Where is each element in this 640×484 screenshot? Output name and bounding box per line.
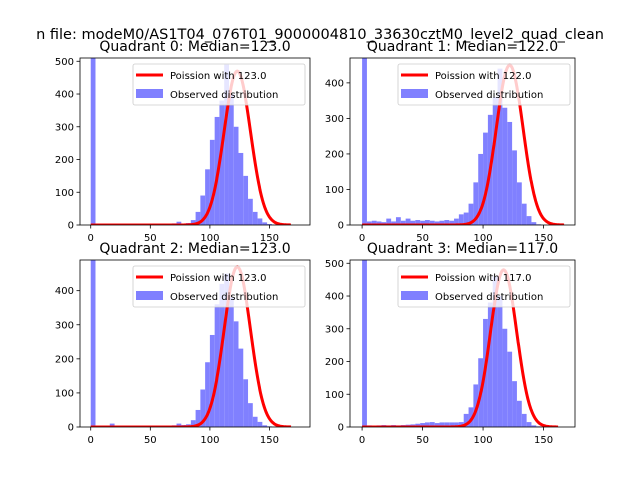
- histogram-bar: [507, 122, 512, 225]
- y-tick-label: 200: [325, 357, 344, 368]
- y-tick-label: 400: [55, 90, 74, 101]
- legend-label-observed: Observed distribution: [170, 90, 278, 101]
- x-tick-label: 100: [474, 435, 493, 446]
- y-tick-label: 300: [325, 324, 344, 335]
- legend-label-poisson: Poission with 122.0: [435, 71, 531, 82]
- y-tick-label: 200: [55, 155, 74, 166]
- x-tick-label: 0: [359, 435, 365, 446]
- legend-bar-swatch: [136, 89, 163, 98]
- histogram-bar: [253, 212, 258, 225]
- x-tick-label: 0: [88, 233, 94, 244]
- histogram-bar: [238, 349, 243, 427]
- histogram-bar: [258, 422, 263, 427]
- histogram-bar: [229, 297, 234, 427]
- legend: Poission with 117.0 Observed distribution: [398, 266, 570, 307]
- y-tick-label: 400: [325, 292, 344, 303]
- y-tick-label: 100: [325, 185, 344, 196]
- subplot-title: Quadrant 2: Median=123.0: [99, 241, 290, 257]
- y-tick-label: 300: [55, 122, 74, 133]
- y-tick-label: 500: [55, 57, 74, 68]
- y-tick-label: 0: [68, 221, 74, 232]
- legend: Poission with 122.0 Observed distribution: [398, 64, 570, 105]
- y-tick-label: 200: [325, 149, 344, 160]
- histogram-bar: [507, 352, 512, 427]
- legend-label-poisson: Poission with 117.0: [435, 273, 531, 284]
- x-tick-label: 150: [260, 435, 279, 446]
- legend: Poission with 123.0 Observed distribution: [133, 266, 305, 307]
- histogram-bar: [243, 379, 248, 427]
- histogram-bar: [210, 335, 215, 427]
- y-tick-label: 0: [338, 423, 344, 434]
- subplot-title: Quadrant 1: Median=122.0: [367, 39, 558, 55]
- histogram-bar: [243, 176, 248, 225]
- histogram-bar: [512, 150, 517, 225]
- histogram-bar: [522, 204, 527, 225]
- histogram-bar: [210, 140, 215, 225]
- histogram-bar: [238, 153, 243, 225]
- histogram-bar: [512, 381, 517, 427]
- y-tick-label: 500: [325, 259, 344, 270]
- x-tick-label: 150: [534, 435, 553, 446]
- histogram-bar: [502, 108, 507, 225]
- y-tick-label: 300: [325, 114, 344, 125]
- histogram-bar: [258, 218, 263, 225]
- subplot-title: Quadrant 3: Median=117.0: [367, 241, 558, 257]
- subplot-title: Quadrant 0: Median=123.0: [99, 39, 290, 55]
- y-tick-label: 400: [55, 286, 74, 297]
- x-tick-label: 100: [200, 435, 219, 446]
- y-tick-label: 400: [325, 78, 344, 89]
- legend-label-poisson: Poission with 123.0: [170, 71, 266, 82]
- histogram-bar: [527, 216, 532, 225]
- y-tick-label: 0: [68, 423, 74, 434]
- legend-bar-swatch: [401, 291, 428, 300]
- histogram-bar: [502, 329, 507, 427]
- histogram-bar: [229, 94, 234, 225]
- histogram-bar: [253, 417, 258, 427]
- legend-label-observed: Observed distribution: [435, 90, 543, 101]
- y-tick-label: 100: [55, 388, 74, 399]
- histogram-bar: [527, 422, 532, 427]
- x-tick-label: 0: [359, 233, 365, 244]
- x-tick-label: 50: [144, 435, 157, 446]
- legend-label-observed: Observed distribution: [435, 292, 543, 303]
- legend-bar-swatch: [136, 291, 163, 300]
- legend: Poission with 123.0 Observed distribution: [133, 64, 305, 105]
- y-tick-label: 100: [55, 188, 74, 199]
- histogram-bar: [234, 321, 239, 427]
- histogram-bar: [517, 182, 522, 225]
- histogram-bar: [248, 199, 253, 225]
- y-tick-label: 0: [338, 221, 344, 232]
- legend-label-poisson: Poission with 123.0: [170, 273, 266, 284]
- histogram-bar: [498, 296, 503, 427]
- x-tick-label: 50: [416, 435, 429, 446]
- histogram-bar: [522, 414, 527, 427]
- y-tick-label: 300: [55, 320, 74, 331]
- x-tick-label: 0: [88, 435, 94, 446]
- histogram-bar: [248, 403, 253, 427]
- histogram-bar: [517, 401, 522, 427]
- histogram-bar: [531, 222, 536, 225]
- y-tick-label: 200: [55, 354, 74, 365]
- histogram-bar: [234, 127, 239, 225]
- legend-bar-swatch: [401, 89, 428, 98]
- legend-label-observed: Observed distribution: [170, 292, 278, 303]
- y-tick-label: 100: [325, 390, 344, 401]
